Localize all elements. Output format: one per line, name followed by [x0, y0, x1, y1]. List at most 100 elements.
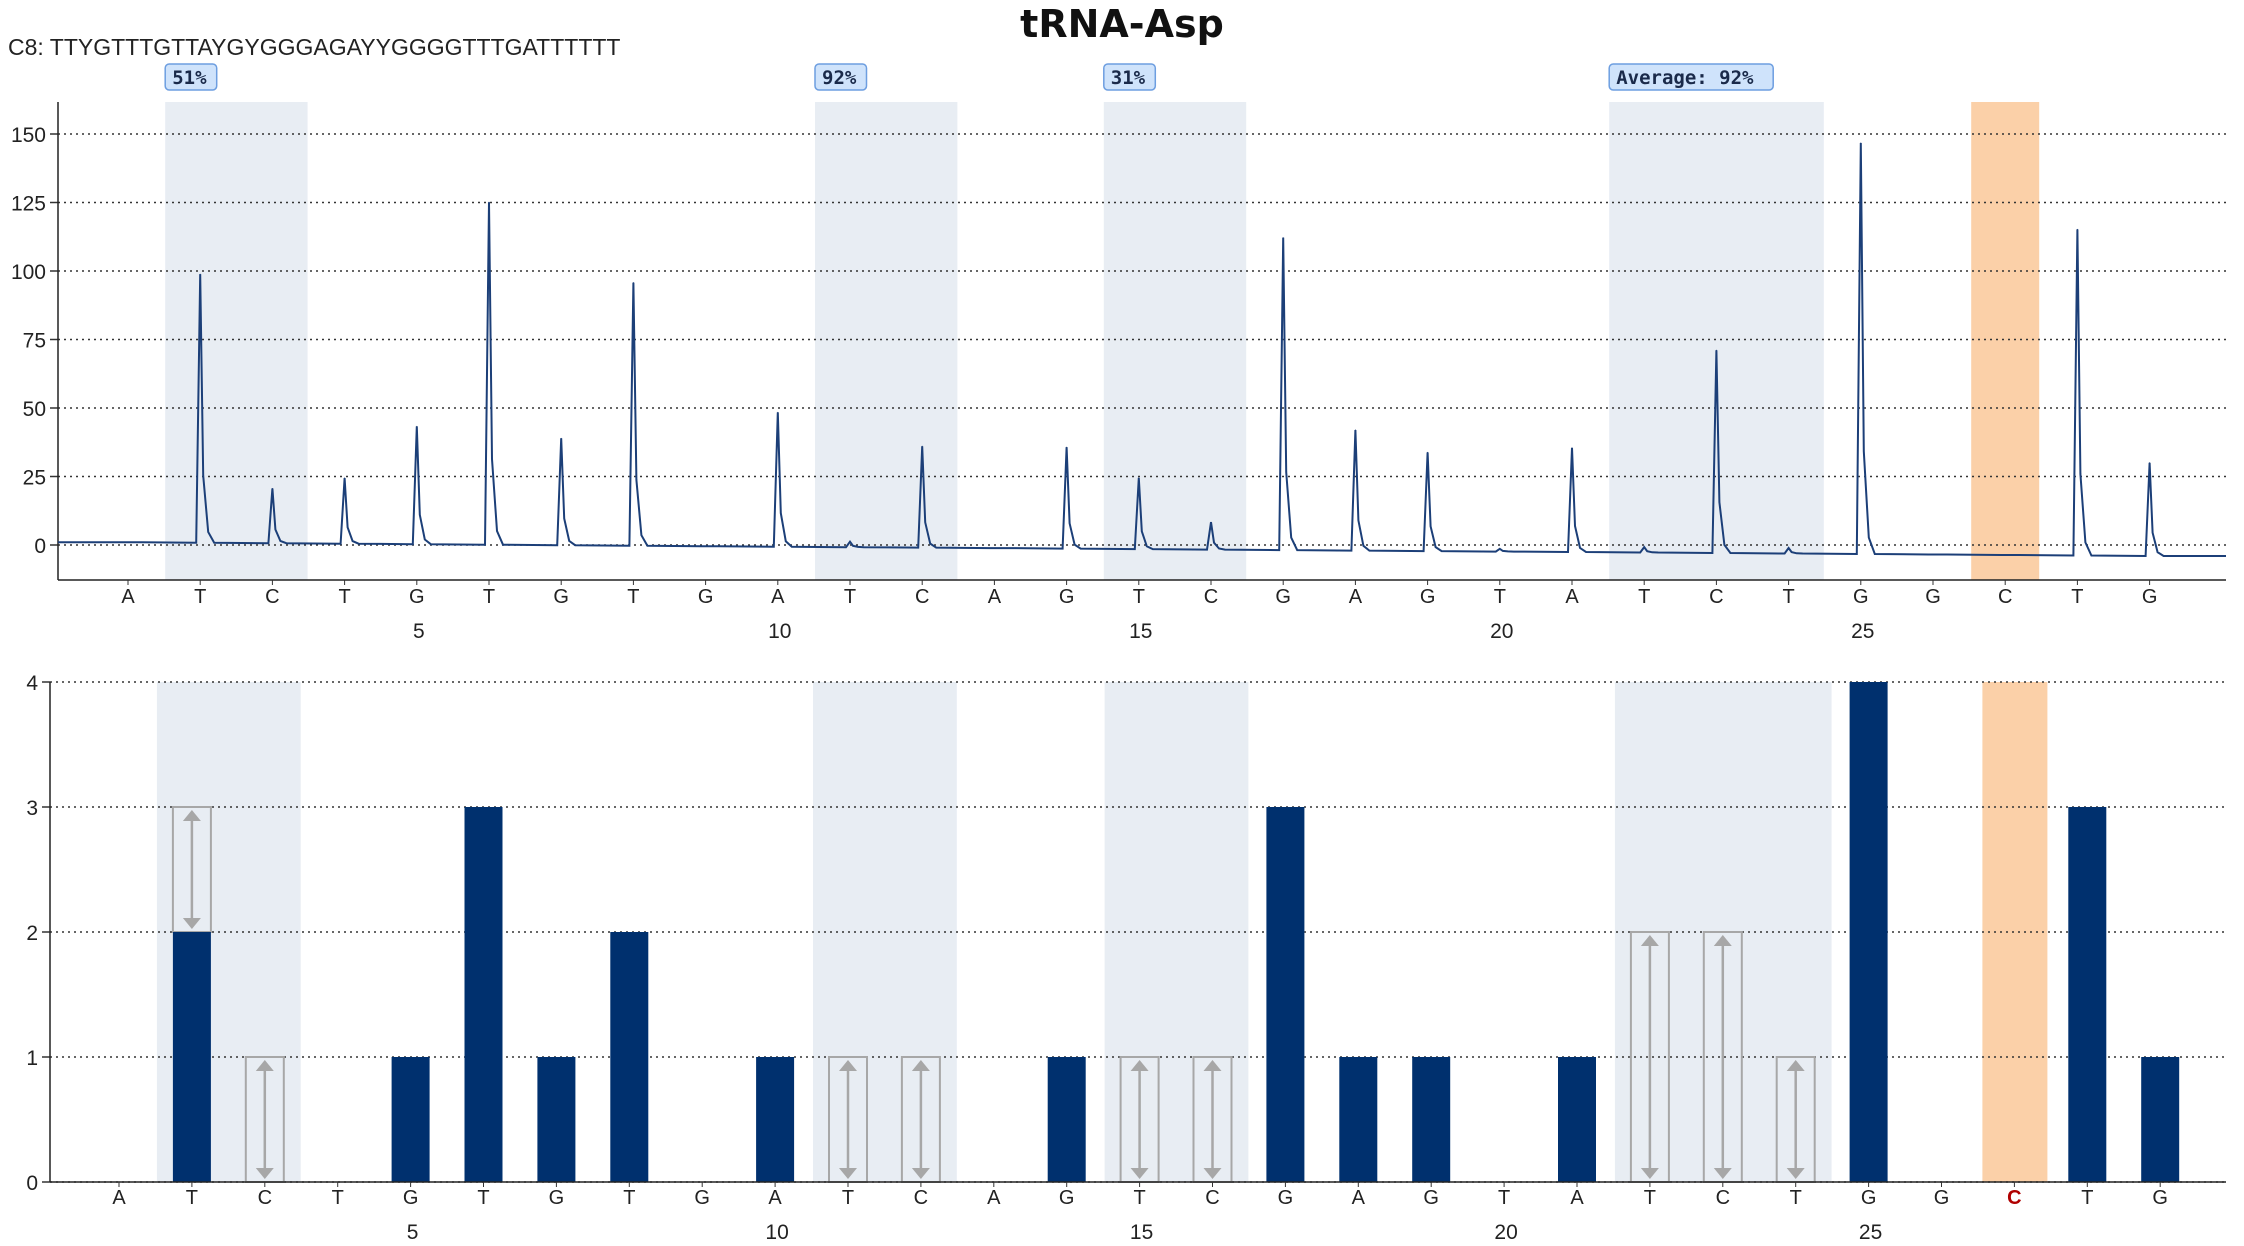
x-tick-label: T: [1498, 1187, 1510, 1209]
x-tick-label: C: [915, 586, 929, 608]
peak-point: [1282, 237, 1284, 239]
peak-point: [1354, 429, 1356, 431]
histogram-bar: [464, 807, 503, 1182]
x-tick-label: A: [1565, 586, 1579, 608]
arrow-head-up: [255, 1060, 274, 1071]
y-tick-label: 1: [26, 1047, 38, 1070]
x-tick-label: G: [1278, 1187, 1294, 1209]
x-position-label: 15: [1129, 620, 1152, 643]
histogram-bar: [1339, 1057, 1378, 1182]
arrow-head-up: [1640, 935, 1659, 946]
peak-point: [416, 425, 418, 427]
peak-point: [1932, 553, 1934, 555]
x-tick-label: T: [332, 1187, 344, 1209]
arrow-head-down: [1203, 1168, 1222, 1179]
y-tick-label: 150: [11, 124, 46, 147]
histogram-bar: [1047, 1057, 1086, 1182]
x-tick-label: G: [698, 586, 714, 608]
histogram-chart: 0 1 2 3 4 A T C T G T G T G A T C A G T C G A G T A T C T G G C T G 5 10 15 2…: [26, 672, 2226, 1244]
pyrogram-chart: 0 25 50 75 100 125 150 A T C T G T G T G A T C A G T C G A G T A T C T…: [11, 63, 2226, 643]
shaded-region: [1103, 102, 1247, 580]
x-tick-label: T: [1644, 1187, 1656, 1209]
y-tick-label: 100: [11, 261, 46, 284]
x-tick-label: A: [1570, 1187, 1584, 1209]
histogram-bar: [756, 1057, 795, 1182]
cpg-badge-label: 51%: [172, 67, 207, 89]
x-tick-label: C: [258, 1187, 272, 1209]
x-tick-label: C: [2007, 1187, 2021, 1209]
peak-point: [1715, 349, 1717, 351]
chart-title: tRNA-Asp: [1020, 2, 1224, 46]
y-tick-label: 75: [23, 330, 46, 353]
x-tick-label: G: [2142, 586, 2158, 608]
x-tick-label: T: [1790, 1187, 1802, 1209]
sequence-label: C8: TTYGTTTGTTAYGYGGGAGAYYGGGGTTTGATTTTT…: [8, 34, 621, 60]
x-tick-label: T: [2071, 586, 2083, 608]
x-tick-label: T: [1638, 586, 1650, 608]
arrow-head-down: [1786, 1168, 1805, 1179]
peak-point: [344, 477, 346, 479]
x-position-label: 15: [1130, 1221, 1153, 1244]
peak-point: [1427, 451, 1429, 453]
x-tick-label: G: [1934, 1187, 1950, 1209]
x-position-label: 20: [1494, 1221, 1517, 1244]
x-tick-label: G: [403, 1187, 419, 1209]
x-tick-label: G: [549, 1187, 565, 1209]
x-tick-label: T: [623, 1187, 635, 1209]
arrow-head-up: [1786, 1060, 1805, 1071]
x-tick-label: G: [1853, 586, 1869, 608]
x-tick-label: A: [112, 1187, 126, 1209]
x-tick-label: A: [1352, 1187, 1366, 1209]
peak-point: [1788, 547, 1790, 549]
cpg-badge: [814, 63, 868, 91]
cpg-badge: [164, 63, 218, 91]
histogram-bar: [537, 1057, 576, 1182]
y-tick-label: 0: [26, 1172, 38, 1195]
histogram-bar: [1558, 1057, 1596, 1182]
arrow-head-down: [1130, 1168, 1149, 1179]
histogram-bar: [391, 1057, 430, 1182]
x-tick-label: A: [121, 586, 135, 608]
peak-point: [777, 411, 779, 413]
x-tick-label: T: [842, 1187, 854, 1209]
peak-point: [849, 541, 851, 543]
x-tick-label: T: [483, 586, 495, 608]
arrow-head-up: [1713, 935, 1732, 946]
x-tick-label: T: [844, 586, 856, 608]
arrow-head-down: [1713, 1168, 1732, 1179]
x-tick-label: G: [1423, 1187, 1439, 1209]
x-position-label: 10: [765, 1221, 788, 1244]
x-tick-label: G: [694, 1187, 710, 1209]
shaded-region: [1609, 102, 1824, 580]
y-tick-label: 0: [34, 535, 46, 558]
cpg-badge: [1608, 63, 1774, 91]
pyrogram-trace: [58, 142, 2226, 558]
x-tick-label: C: [1709, 586, 1723, 608]
histogram-bar: [2141, 1057, 2180, 1182]
peak-point: [1138, 477, 1140, 479]
peak-point: [921, 445, 923, 447]
x-tick-label: A: [988, 586, 1002, 608]
peak-point: [2004, 554, 2006, 556]
x-tick-label: C: [265, 586, 279, 608]
x-tick-label: C: [1204, 586, 1218, 608]
peak-point: [1210, 521, 1212, 523]
x-position-label: 20: [1490, 620, 1513, 643]
peak-point: [1643, 546, 1645, 548]
peak-point: [127, 541, 129, 543]
peak-point: [1066, 446, 1068, 448]
x-tick-label: G: [1059, 586, 1075, 608]
y-tick-label: 50: [23, 398, 46, 421]
histogram-bar: [1849, 682, 1888, 1182]
peak-point: [1860, 142, 1862, 144]
y-tick-label: 125: [11, 193, 46, 216]
x-tick-label: G: [1420, 586, 1436, 608]
cpg-badge-label: 92%: [822, 67, 857, 89]
x-position-label: 5: [413, 620, 425, 643]
shaded-region: [815, 102, 958, 580]
arrow-head-up: [911, 1060, 930, 1071]
x-tick-label: C: [1205, 1187, 1219, 1209]
x-tick-label: A: [768, 1187, 782, 1209]
peak-point: [199, 273, 201, 275]
